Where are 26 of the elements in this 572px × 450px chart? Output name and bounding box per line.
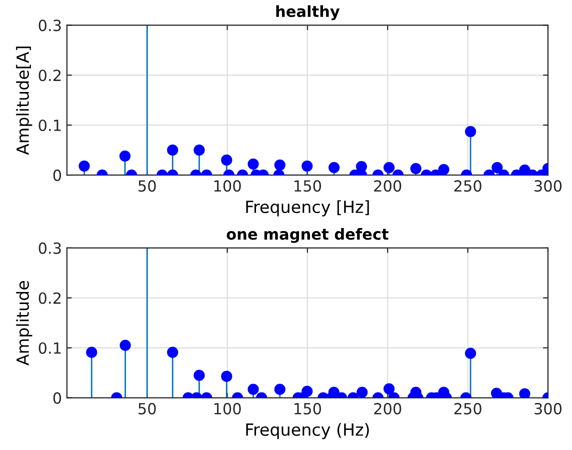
- x-tick-label: 300: [534, 402, 562, 414]
- x-tick-label: 100: [214, 180, 241, 192]
- x-axis-title: Frequency [Hz]: [246, 200, 369, 216]
- y-tick-label: 0: [53, 392, 62, 404]
- chart-title: healthy: [276, 5, 340, 20]
- x-tick-label: 150: [294, 402, 322, 414]
- x-tick-label: 200: [374, 402, 402, 414]
- x-tick-label: 300: [534, 180, 562, 192]
- x-axis-title: Frequency (Hz): [246, 423, 369, 440]
- y-tick-label: 0.3: [38, 242, 61, 254]
- y-tick-label: 0.2: [38, 70, 61, 82]
- y-tick-label: 0.3: [38, 20, 61, 32]
- y-tick-label: 0.2: [38, 292, 61, 304]
- x-tick-label: 200: [374, 180, 402, 192]
- x-tick-label: 250: [454, 180, 482, 192]
- chart-title: one magnet defect: [226, 228, 388, 243]
- y-tick-label: 0.1: [38, 120, 61, 132]
- x-tick-label: 250: [454, 402, 482, 414]
- x-tick-label: 150: [294, 180, 322, 192]
- x-tick-label: 100: [214, 402, 241, 414]
- x-tick-label: 50: [138, 180, 156, 192]
- x-tick-label: 50: [138, 402, 156, 414]
- y-axis-title: Amplitude: [16, 281, 32, 366]
- y-tick-label: 0: [53, 170, 62, 182]
- y-tick-label: 0.1: [38, 342, 61, 354]
- y-axis-title: Amplitude[A]: [16, 46, 32, 155]
